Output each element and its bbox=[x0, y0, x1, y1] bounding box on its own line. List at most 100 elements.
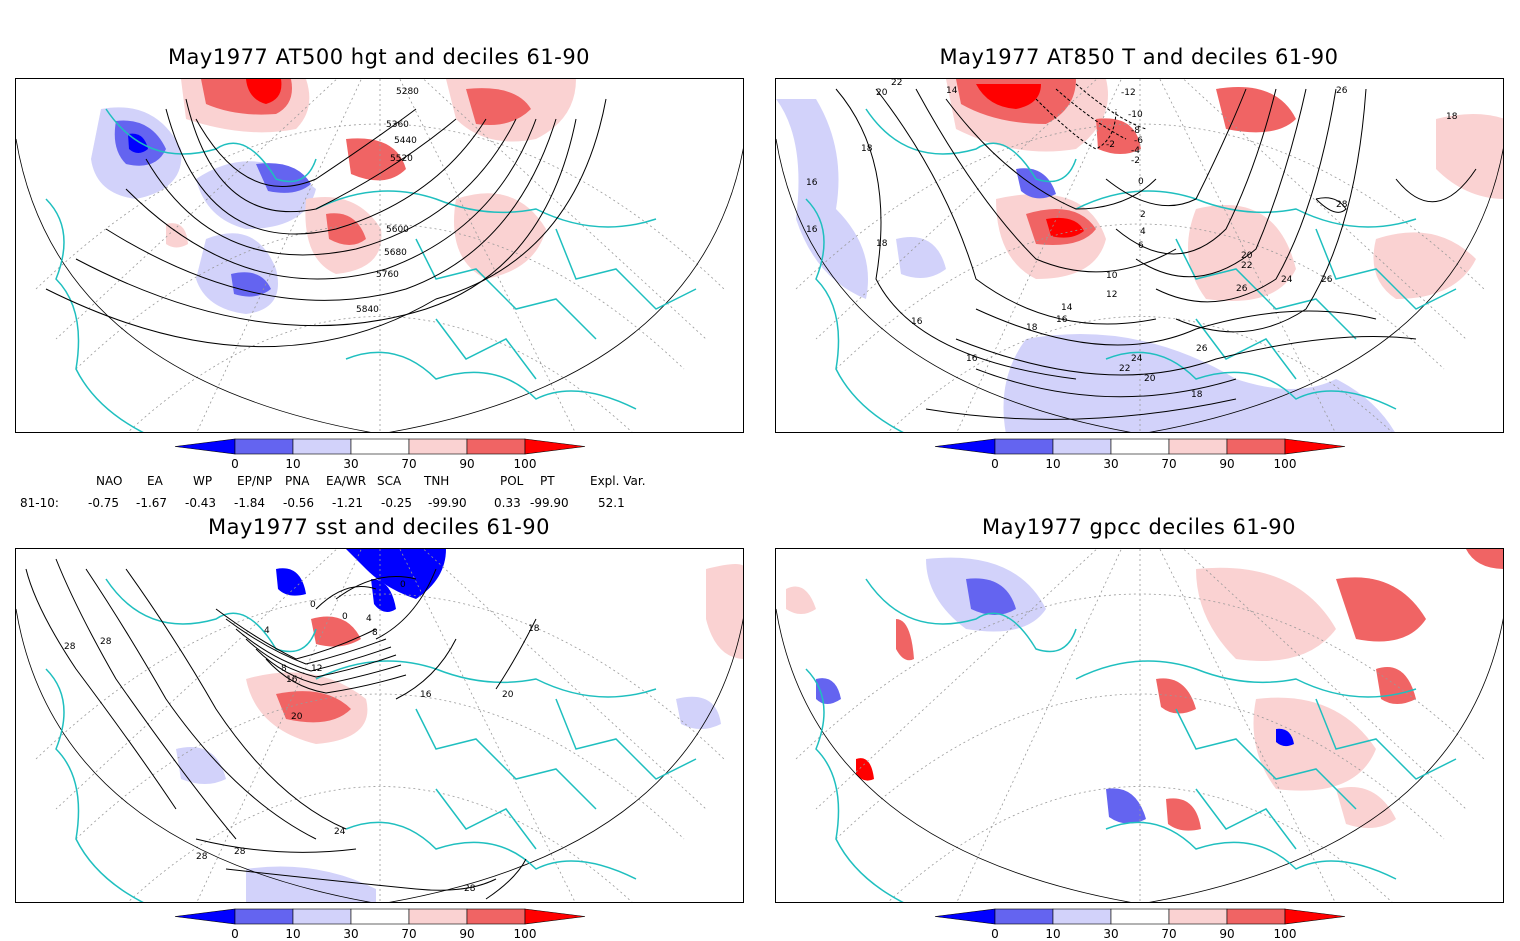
index-value-pol: 0.33 bbox=[494, 496, 521, 510]
colorbar-segment bbox=[935, 439, 995, 454]
contour-label: 6 bbox=[1138, 241, 1144, 251]
map-z500: 5280 5360 5440 5520 5600 5680 5760 5840 bbox=[16, 79, 744, 433]
index-header-eawr: EA/WR bbox=[326, 474, 366, 488]
colorbar-tick-label: 100 bbox=[514, 457, 537, 471]
contour-label: 5520 bbox=[390, 154, 413, 164]
contour-label: 5360 bbox=[386, 120, 409, 130]
colorbar-segment bbox=[1227, 439, 1285, 454]
colorbar-segment bbox=[1111, 909, 1169, 924]
colorbar-tick-label: 100 bbox=[1274, 927, 1297, 941]
contour-label: 28 bbox=[196, 852, 208, 862]
map-panel-gpcc bbox=[775, 548, 1504, 903]
colorbar-tick-label: 0 bbox=[231, 457, 239, 471]
colorbar-tick-label: 90 bbox=[459, 457, 474, 471]
map-sst: 28 28 0 0 0 4 8 4 8 12 16 16 20 18 20 24… bbox=[16, 549, 744, 903]
anomaly-patch bbox=[1376, 667, 1416, 704]
colorbar-tick-label: 100 bbox=[514, 927, 537, 941]
map-panel-z500: 5280 5360 5440 5520 5600 5680 5760 5840 bbox=[15, 78, 744, 433]
contour-label: 5600 bbox=[386, 225, 409, 235]
anomaly-patch bbox=[1466, 549, 1504, 569]
index-value-pna: -0.56 bbox=[283, 496, 314, 510]
contour-label: 4 bbox=[264, 626, 270, 636]
contour-label: 5440 bbox=[394, 136, 417, 146]
index-header-epnp: EP/NP bbox=[237, 474, 272, 488]
index-value-sca: -0.25 bbox=[381, 496, 412, 510]
colorbar-tick-label: 100 bbox=[1274, 457, 1297, 471]
colorbar-tick-label: 30 bbox=[343, 927, 358, 941]
index-value-tnh: -99.90 bbox=[428, 496, 467, 510]
colorbar-segment bbox=[293, 909, 351, 924]
panel-title-z500: May1977 AT500 hgt and deciles 61-90 bbox=[15, 45, 743, 69]
index-header-expl-var: Expl. Var. bbox=[590, 474, 646, 488]
contour-label: 0 bbox=[342, 612, 348, 622]
colorbar-segment bbox=[175, 909, 235, 924]
colorbar-segment bbox=[235, 909, 293, 924]
panel-title-gpcc: May1977 gpcc deciles 61-90 bbox=[775, 515, 1503, 539]
teleconnection-indices: NAO EA WP EP/NP PNA EA/WR SCA TNH POL PT… bbox=[0, 474, 760, 514]
contour-label: -2 bbox=[1106, 140, 1115, 150]
contour-label: -8 bbox=[1131, 126, 1140, 136]
colorbar-segment bbox=[995, 439, 1053, 454]
contour-label: 28 bbox=[464, 884, 476, 894]
colorbar-segment bbox=[351, 439, 409, 454]
index-value-epnp: -1.84 bbox=[234, 496, 265, 510]
contour-label: 20 bbox=[1241, 251, 1253, 261]
index-header-pt: PT bbox=[540, 474, 555, 488]
contour-label: 20 bbox=[291, 712, 303, 722]
contour-label: 18 bbox=[1026, 323, 1038, 333]
colorbar-tick-label: 90 bbox=[1219, 457, 1234, 471]
colorbar-tick-label: 90 bbox=[1219, 927, 1234, 941]
contour-label: 2 bbox=[1140, 210, 1146, 220]
contour-label: -2 bbox=[1131, 156, 1140, 166]
contour-label: 8 bbox=[372, 628, 378, 638]
colorbar-segment bbox=[995, 909, 1053, 924]
colorbar-tick-label: 90 bbox=[459, 927, 474, 941]
contour-label: 14 bbox=[946, 86, 958, 96]
contour-label: 18 bbox=[528, 624, 540, 634]
colorbar-tick-label: 30 bbox=[1103, 927, 1118, 941]
anomaly-patch bbox=[1016, 168, 1056, 198]
colorbar-tick-label: 0 bbox=[991, 457, 999, 471]
colorbar-top-right: 0 10 30 70 90 100 bbox=[930, 437, 1350, 471]
contour-label: 28 bbox=[234, 847, 246, 857]
anomaly-patch bbox=[1196, 568, 1336, 661]
colorbar-tick-label: 70 bbox=[1161, 457, 1176, 471]
contour-label: 12 bbox=[1106, 290, 1117, 300]
anomaly-patch bbox=[776, 99, 868, 299]
colorbar-segment bbox=[1227, 909, 1285, 924]
colorbar-segment bbox=[293, 439, 351, 454]
colorbar-segment bbox=[1285, 909, 1345, 924]
colorbar-tick-label: 10 bbox=[1045, 457, 1060, 471]
contour-label: 20 bbox=[876, 88, 888, 98]
contour-label: 28 bbox=[100, 637, 112, 647]
colorbar-segment bbox=[1053, 439, 1111, 454]
anomaly-patch bbox=[676, 697, 721, 729]
contour-label: 20 bbox=[502, 690, 514, 700]
index-value-nao: -0.75 bbox=[88, 496, 119, 510]
contour-label: -4 bbox=[1131, 146, 1140, 156]
index-value-ea: -1.67 bbox=[136, 496, 167, 510]
colorbar-tick-label: 0 bbox=[231, 927, 239, 941]
colorbar-segment bbox=[1053, 909, 1111, 924]
contour-label: 18 bbox=[876, 239, 888, 249]
colorbar-tick-label: 10 bbox=[285, 927, 300, 941]
anomaly-patch bbox=[246, 867, 376, 904]
contour-label: 16 bbox=[911, 317, 923, 327]
anomaly-patch bbox=[1374, 232, 1477, 299]
colorbar-segment bbox=[467, 909, 525, 924]
contour-label: 18 bbox=[1191, 390, 1203, 400]
contour-label: 16 bbox=[966, 354, 978, 364]
contour-label: 0 bbox=[310, 600, 316, 610]
contour-label: 5280 bbox=[396, 87, 419, 97]
colorbar-segment bbox=[409, 909, 467, 924]
index-header-sca: SCA bbox=[377, 474, 401, 488]
map-panel-sst: 28 28 0 0 0 4 8 4 8 12 16 16 20 18 20 24… bbox=[15, 548, 744, 903]
colorbar-bottom-left: 0 10 30 70 90 100 bbox=[170, 907, 590, 941]
contour-label: 5840 bbox=[356, 305, 379, 315]
colorbar-segment bbox=[1169, 909, 1227, 924]
contour-label: 18 bbox=[861, 144, 873, 154]
index-row-label: 81-10: bbox=[20, 496, 59, 510]
anomaly-patch bbox=[1216, 87, 1296, 132]
index-header-nao: NAO bbox=[96, 474, 122, 488]
colorbar-segment bbox=[525, 909, 585, 924]
